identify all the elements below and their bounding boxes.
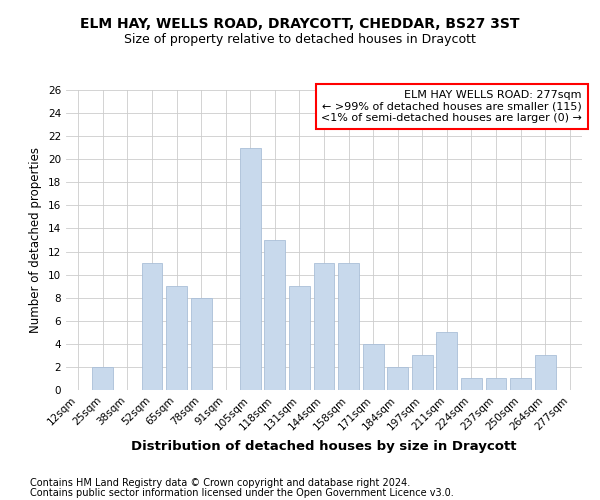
Bar (510, 378, 531, 390)
Bar (166, 286, 187, 390)
Bar (191, 298, 212, 390)
Bar (362, 344, 383, 390)
Bar (265, 240, 286, 390)
Bar (338, 263, 359, 390)
Y-axis label: Number of detached properties: Number of detached properties (29, 147, 43, 333)
Bar (436, 332, 457, 390)
Bar (240, 148, 261, 390)
Bar (412, 356, 433, 390)
Text: ELM HAY WELLS ROAD: 277sqm
← >99% of detached houses are smaller (115)
<1% of se: ELM HAY WELLS ROAD: 277sqm ← >99% of det… (321, 90, 582, 123)
Text: Contains public sector information licensed under the Open Government Licence v3: Contains public sector information licen… (30, 488, 454, 498)
Text: Contains HM Land Registry data © Crown copyright and database right 2024.: Contains HM Land Registry data © Crown c… (30, 478, 410, 488)
Bar (461, 378, 482, 390)
Bar (289, 286, 310, 390)
Bar (387, 367, 408, 390)
Bar (142, 263, 163, 390)
Text: ELM HAY, WELLS ROAD, DRAYCOTT, CHEDDAR, BS27 3ST: ELM HAY, WELLS ROAD, DRAYCOTT, CHEDDAR, … (80, 18, 520, 32)
Bar (535, 356, 556, 390)
Bar (485, 378, 506, 390)
Text: Size of property relative to detached houses in Draycott: Size of property relative to detached ho… (124, 32, 476, 46)
Bar (314, 263, 334, 390)
X-axis label: Distribution of detached houses by size in Draycott: Distribution of detached houses by size … (131, 440, 517, 453)
Bar (92, 367, 113, 390)
